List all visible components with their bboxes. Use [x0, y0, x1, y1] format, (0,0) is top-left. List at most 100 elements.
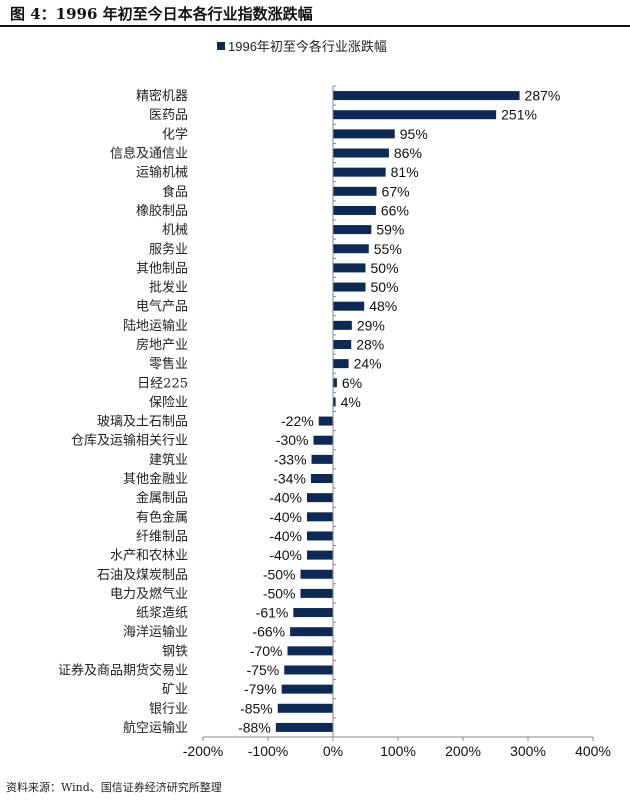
category-label: 零售业 — [149, 356, 188, 372]
category-label: 仓库及运输相关行业 — [71, 433, 188, 449]
category-label: 纸浆造纸 — [136, 606, 188, 621]
category-label: 航空运输业 — [123, 720, 188, 736]
data-label: -33% — [274, 451, 307, 467]
data-label: -40% — [269, 528, 302, 544]
data-label: -85% — [240, 700, 273, 716]
category-label: 运输机械 — [136, 165, 188, 181]
bar — [313, 435, 333, 445]
data-label: 50% — [371, 260, 399, 276]
data-label: -50% — [263, 585, 296, 601]
data-label: 86% — [394, 145, 422, 161]
bar — [307, 550, 333, 560]
data-label: -40% — [269, 547, 302, 563]
bar — [333, 186, 377, 196]
category-label: 日经225 — [137, 376, 188, 391]
category-label: 纤维制品 — [136, 529, 188, 544]
data-label: -88% — [238, 719, 271, 735]
data-label: -40% — [269, 509, 302, 525]
category-label: 建筑业 — [149, 452, 188, 468]
category-label: 电力及燃气业 — [110, 586, 188, 602]
category-label: 机械 — [162, 223, 188, 238]
category-label: 证券及商品期货交易业 — [58, 662, 188, 678]
data-label: 66% — [381, 202, 409, 218]
bar — [290, 627, 333, 637]
data-label: -40% — [269, 490, 302, 506]
x-tick-label: 0% — [323, 743, 343, 759]
source-note: 资料来源：Wind、国信证券经济研究所整理 — [6, 781, 222, 794]
data-label: -50% — [263, 566, 296, 582]
bar — [333, 110, 497, 120]
category-label: 食品 — [162, 184, 188, 200]
category-label: 玻璃及土石制品 — [97, 415, 188, 430]
data-label: -70% — [250, 643, 283, 659]
x-tick-label: 200% — [445, 743, 481, 759]
category-label: 房地产业 — [136, 337, 188, 353]
bar — [333, 282, 366, 292]
bar — [275, 722, 333, 732]
category-label: 橡胶制品 — [136, 203, 188, 219]
category-label: 矿业 — [162, 683, 188, 698]
data-label: 6% — [342, 375, 362, 391]
category-label: 银行业 — [149, 702, 188, 717]
category-label: 精密机器 — [136, 88, 188, 104]
bar — [307, 512, 333, 522]
x-tick-label: 300% — [510, 743, 546, 759]
bar — [333, 263, 366, 273]
data-label: 28% — [356, 336, 384, 352]
bar — [307, 531, 333, 541]
bar — [333, 91, 520, 101]
category-label: 批发业 — [149, 280, 188, 296]
bar — [284, 665, 333, 675]
category-label: 电气产品 — [136, 299, 188, 315]
bar — [310, 474, 333, 484]
category-label: 其他金融业 — [123, 471, 188, 487]
bar — [333, 148, 389, 158]
bar — [307, 493, 333, 503]
x-tick-label: -200% — [183, 743, 223, 759]
data-label: 24% — [354, 356, 382, 372]
category-label: 化学 — [162, 126, 188, 142]
category-label: 陆地运输业 — [123, 318, 188, 334]
data-label: -79% — [244, 681, 277, 697]
legend-label: 1996年初至今各行业涨跌幅 — [228, 39, 387, 54]
data-label: -61% — [256, 605, 289, 621]
bar — [333, 301, 365, 311]
data-label: 50% — [371, 279, 399, 295]
data-label: -22% — [281, 413, 314, 429]
bar — [300, 569, 333, 579]
bar — [333, 167, 386, 177]
bar — [311, 454, 333, 464]
data-label: 55% — [374, 241, 402, 257]
bar — [333, 225, 372, 235]
bar — [333, 129, 395, 139]
category-label: 金属制品 — [136, 490, 188, 506]
bar — [333, 244, 369, 254]
bar — [333, 359, 349, 369]
data-label: 67% — [382, 183, 410, 199]
bar — [277, 703, 333, 713]
bar — [333, 339, 352, 349]
figure-title: 图 4：1996 年初至今日本各行业指数涨跌幅 — [10, 5, 313, 23]
category-label: 水产和农林业 — [110, 549, 188, 564]
category-label: 信息及通信业 — [110, 146, 188, 162]
data-label: 29% — [357, 317, 385, 333]
x-tick-label: 400% — [575, 743, 611, 759]
bar — [318, 416, 333, 426]
data-label: -75% — [247, 662, 280, 678]
data-label: 59% — [376, 222, 404, 238]
category-label: 保险业 — [149, 395, 188, 410]
data-label: -66% — [252, 624, 285, 640]
data-label: 95% — [400, 126, 428, 142]
category-label: 医药品 — [149, 108, 188, 123]
data-label: -30% — [276, 432, 309, 448]
data-label: 4% — [341, 394, 361, 410]
bar — [333, 320, 352, 330]
legend-swatch — [217, 42, 225, 50]
bar — [300, 588, 333, 598]
bar — [333, 205, 376, 215]
bar — [333, 397, 336, 407]
data-label: 81% — [391, 164, 419, 180]
bar — [287, 646, 333, 656]
data-label: 287% — [525, 88, 561, 104]
